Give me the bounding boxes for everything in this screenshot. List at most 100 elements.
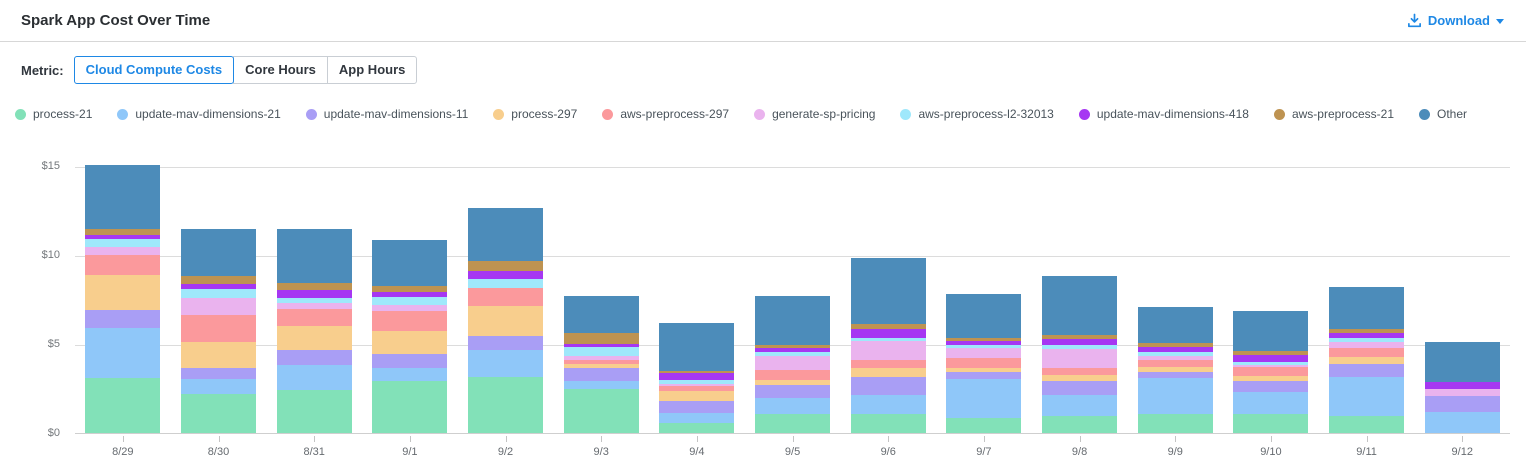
bar-group-9/4[interactable] xyxy=(659,323,735,433)
bar-segment-aws-preprocess-297[interactable] xyxy=(85,255,161,275)
bar-segment-process-21[interactable] xyxy=(946,417,1022,433)
bar-segment-Other[interactable] xyxy=(1137,307,1213,343)
bar-segment-process-21[interactable] xyxy=(755,414,831,433)
bar-segment-update-mav-dimensions-418[interactable] xyxy=(755,348,831,353)
bar-segment-aws-preprocess-21[interactable] xyxy=(85,229,161,236)
bar-segment-generate-sp-pricing[interactable] xyxy=(1233,365,1309,368)
tab-app-hours[interactable]: App Hours xyxy=(326,56,418,84)
legend-item-aws-preprocess-l2-32013[interactable]: aws-preprocess-l2-32013 xyxy=(900,107,1054,121)
bar-segment-update-mav-dimensions-418[interactable] xyxy=(1329,333,1405,338)
bar-segment-update-mav-dimensions-21[interactable] xyxy=(1042,394,1118,417)
bar-segment-process-297[interactable] xyxy=(659,391,735,401)
bar-segment-generate-sp-pricing[interactable] xyxy=(946,347,1022,359)
bar-segment-generate-sp-pricing[interactable] xyxy=(181,297,256,315)
bar-segment-Other[interactable] xyxy=(755,295,831,345)
bar-segment-update-mav-dimensions-418[interactable] xyxy=(468,271,544,280)
bar-segment-aws-preprocess-297[interactable] xyxy=(1137,360,1213,368)
tab-core-hours[interactable]: Core Hours xyxy=(233,56,328,84)
bar-segment-aws-preprocess-l2-32013[interactable] xyxy=(1329,337,1405,343)
bar-segment-aws-preprocess-297[interactable] xyxy=(850,360,926,369)
bar-segment-update-mav-dimensions-418[interactable] xyxy=(1233,354,1309,362)
bar-segment-generate-sp-pricing[interactable] xyxy=(276,303,352,309)
bar-segment-generate-sp-pricing[interactable] xyxy=(1137,356,1213,361)
legend-item-update-mav-dimensions-418[interactable]: update-mav-dimensions-418 xyxy=(1078,107,1249,121)
bar-segment-process-297[interactable] xyxy=(276,326,352,351)
bar-segment-update-mav-dimensions-11[interactable] xyxy=(1137,371,1213,378)
bar-segment-process-21[interactable] xyxy=(659,423,735,433)
bar-segment-process-21[interactable] xyxy=(85,377,161,433)
bar-segment-process-297[interactable] xyxy=(1329,357,1405,364)
bar-group-9/10[interactable] xyxy=(1233,310,1309,433)
bar-segment-process-297[interactable] xyxy=(372,330,448,354)
bar-segment-aws-preprocess-21[interactable] xyxy=(1137,342,1213,348)
bar-segment-process-297[interactable] xyxy=(85,274,161,311)
bar-group-9/8[interactable] xyxy=(1042,276,1118,433)
bar-segment-aws-preprocess-l2-32013[interactable] xyxy=(276,297,352,304)
bar-segment-update-mav-dimensions-11[interactable] xyxy=(850,376,926,395)
bar-group-8/31[interactable] xyxy=(276,228,352,433)
bar-segment-process-21[interactable] xyxy=(1233,414,1309,433)
bar-segment-update-mav-dimensions-21[interactable] xyxy=(372,368,448,381)
bar-segment-update-mav-dimensions-418[interactable] xyxy=(85,235,161,240)
bar-segment-update-mav-dimensions-418[interactable] xyxy=(1137,347,1213,352)
bar-segment-update-mav-dimensions-11[interactable] xyxy=(1233,381,1309,393)
bar-segment-Other[interactable] xyxy=(1329,286,1405,329)
bar-segment-generate-sp-pricing[interactable] xyxy=(659,384,735,386)
bar-segment-aws-preprocess-l2-32013[interactable] xyxy=(850,337,926,342)
bar-segment-generate-sp-pricing[interactable] xyxy=(1042,348,1118,369)
bar-segment-aws-preprocess-l2-32013[interactable] xyxy=(946,344,1022,348)
bar-segment-update-mav-dimensions-21[interactable] xyxy=(1137,377,1213,415)
bar-segment-Other[interactable] xyxy=(468,207,544,262)
bar-segment-process-21[interactable] xyxy=(563,388,639,433)
bar-segment-generate-sp-pricing[interactable] xyxy=(563,356,639,360)
bar-segment-aws-preprocess-l2-32013[interactable] xyxy=(372,296,448,305)
bar-segment-aws-preprocess-297[interactable] xyxy=(372,311,448,331)
bar-segment-update-mav-dimensions-21[interactable] xyxy=(1424,411,1500,433)
bar-segment-process-21[interactable] xyxy=(1137,414,1213,433)
bar-segment-update-mav-dimensions-11[interactable] xyxy=(1424,395,1500,412)
bar-segment-process-21[interactable] xyxy=(1042,416,1118,433)
bar-segment-aws-preprocess-297[interactable] xyxy=(946,358,1022,369)
bar-segment-Other[interactable] xyxy=(276,228,352,283)
bar-segment-process-297[interactable] xyxy=(468,305,544,337)
bar-segment-Other[interactable] xyxy=(850,257,926,325)
bar-group-8/29[interactable] xyxy=(85,165,161,433)
bar-group-9/3[interactable] xyxy=(563,295,639,433)
bar-group-8/30[interactable] xyxy=(181,229,256,433)
bar-segment-update-mav-dimensions-418[interactable] xyxy=(659,373,735,381)
bar-segment-aws-preprocess-21[interactable] xyxy=(468,261,544,272)
bar-segment-aws-preprocess-21[interactable] xyxy=(1329,328,1405,334)
bar-segment-generate-sp-pricing[interactable] xyxy=(850,341,926,361)
bar-segment-update-mav-dimensions-418[interactable] xyxy=(1424,382,1500,389)
bar-segment-aws-preprocess-21[interactable] xyxy=(946,337,1022,342)
bar-segment-update-mav-dimensions-11[interactable] xyxy=(468,336,544,351)
legend-item-aws-preprocess-21[interactable]: aws-preprocess-21 xyxy=(1273,107,1394,121)
bar-segment-update-mav-dimensions-21[interactable] xyxy=(85,328,161,378)
bar-segment-update-mav-dimensions-418[interactable] xyxy=(850,328,926,338)
bar-segment-update-mav-dimensions-11[interactable] xyxy=(372,353,448,368)
bar-segment-aws-preprocess-297[interactable] xyxy=(468,287,544,306)
legend-item-update-mav-dimensions-11[interactable]: update-mav-dimensions-11 xyxy=(305,107,468,121)
bar-segment-update-mav-dimensions-11[interactable] xyxy=(659,400,735,413)
bar-group-9/5[interactable] xyxy=(755,295,831,433)
bar-segment-update-mav-dimensions-418[interactable] xyxy=(946,341,1022,345)
bar-segment-update-mav-dimensions-11[interactable] xyxy=(563,368,639,382)
bar-segment-process-297[interactable] xyxy=(1042,375,1118,381)
legend-item-process-21[interactable]: process-21 xyxy=(15,107,92,121)
bar-segment-aws-preprocess-21[interactable] xyxy=(563,333,639,344)
bar-segment-aws-preprocess-l2-32013[interactable] xyxy=(468,279,544,288)
bar-segment-update-mav-dimensions-418[interactable] xyxy=(372,292,448,297)
bar-group-9/9[interactable] xyxy=(1137,307,1213,433)
bar-segment-process-297[interactable] xyxy=(1137,367,1213,372)
bar-segment-generate-sp-pricing[interactable] xyxy=(1329,342,1405,349)
bar-segment-update-mav-dimensions-21[interactable] xyxy=(659,412,735,424)
bar-segment-update-mav-dimensions-21[interactable] xyxy=(563,381,639,389)
bar-segment-aws-preprocess-21[interactable] xyxy=(276,282,352,290)
bar-segment-generate-sp-pricing[interactable] xyxy=(1424,388,1500,396)
legend-item-aws-preprocess-297[interactable]: aws-preprocess-297 xyxy=(602,107,729,121)
bar-segment-update-mav-dimensions-21[interactable] xyxy=(276,364,352,391)
bar-segment-aws-preprocess-l2-32013[interactable] xyxy=(659,380,735,385)
bar-segment-aws-preprocess-297[interactable] xyxy=(659,385,735,392)
legend-item-update-mav-dimensions-21[interactable]: update-mav-dimensions-21 xyxy=(117,107,281,121)
bar-segment-update-mav-dimensions-21[interactable] xyxy=(181,378,256,394)
